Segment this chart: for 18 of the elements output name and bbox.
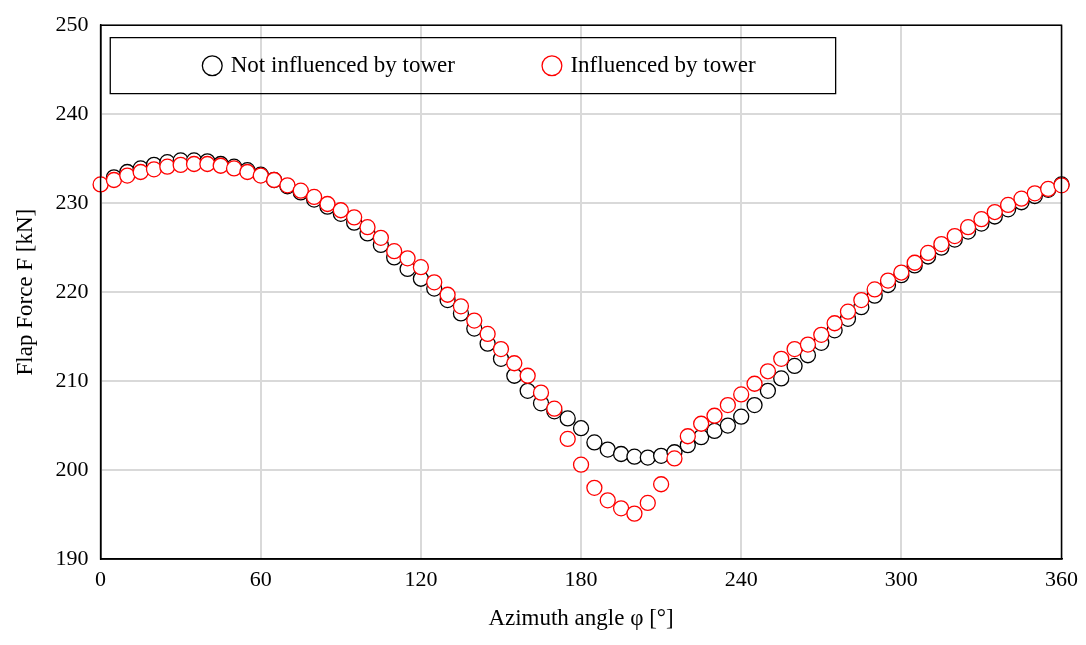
y-tick-label: 220 [55,277,89,303]
x-tick-label: 60 [249,565,272,591]
x-tick-label: 0 [95,565,107,591]
y-axis-title: Flap Force F [kN] [11,208,37,376]
x-tick-label: 360 [1045,565,1078,591]
x-axis-title: Azimuth angle φ [°] [488,605,674,631]
y-tick-label: 250 [55,10,89,36]
y-tick-label: 200 [55,455,89,481]
x-tick-label: 240 [724,565,758,591]
legend-label: Influenced by tower [570,51,756,77]
y-tick-label: 230 [55,188,89,214]
x-tick-label: 300 [884,565,918,591]
y-tick-label: 210 [55,366,89,392]
legend-label: Not influenced by tower [230,51,456,77]
y-tick-label: 240 [55,99,89,125]
y-tick-label: 190 [55,544,89,570]
x-tick-label: 180 [564,565,598,591]
x-tick-label: 120 [404,565,438,591]
